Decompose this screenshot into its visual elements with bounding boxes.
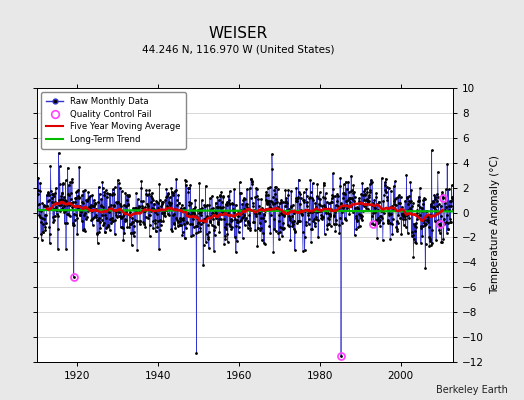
Text: Berkeley Earth: Berkeley Earth bbox=[436, 385, 508, 395]
Y-axis label: Temperature Anomaly (°C): Temperature Anomaly (°C) bbox=[490, 156, 500, 294]
Legend: Raw Monthly Data, Quality Control Fail, Five Year Moving Average, Long-Term Tren: Raw Monthly Data, Quality Control Fail, … bbox=[41, 92, 186, 149]
Text: WEISER: WEISER bbox=[209, 26, 268, 42]
Text: 44.246 N, 116.970 W (United States): 44.246 N, 116.970 W (United States) bbox=[142, 45, 335, 55]
